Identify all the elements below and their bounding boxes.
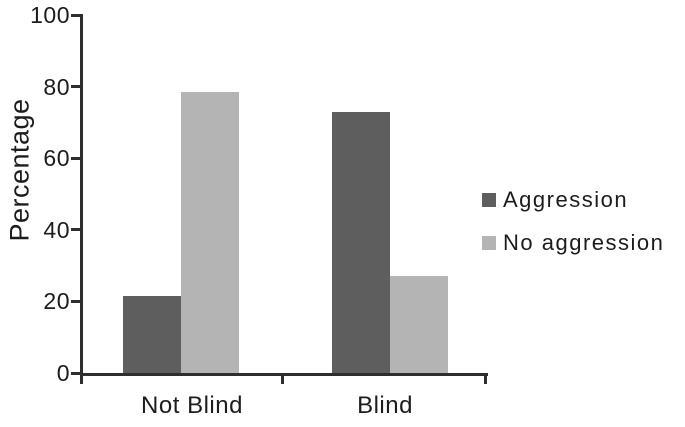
x-axis-category-label: Not Blind	[141, 392, 243, 419]
y-tick	[71, 371, 83, 375]
legend-swatch-aggression	[482, 193, 496, 207]
bar-no-aggression-blind	[390, 275, 448, 373]
y-tick-label: 40	[43, 216, 70, 243]
legend-item-no-aggression: No aggression	[482, 229, 664, 257]
y-tick-label: 20	[43, 288, 70, 315]
y-tick	[71, 299, 83, 303]
y-axis-line	[80, 15, 83, 376]
x-tick	[281, 373, 284, 384]
y-tick	[71, 85, 83, 89]
y-tick-label: 60	[43, 145, 70, 172]
legend-label: Aggression	[503, 187, 629, 212]
legend-label: No aggression	[503, 230, 665, 255]
y-tick	[71, 228, 83, 232]
x-axis-line	[80, 373, 488, 376]
y-tick	[71, 13, 83, 17]
bar-aggression-blind	[332, 112, 390, 373]
y-tick-label: 0	[56, 360, 70, 386]
x-tick	[484, 373, 487, 384]
y-tick-label: 100	[30, 2, 70, 28]
x-tick	[80, 373, 83, 384]
bar-no-aggression-not-blind	[181, 91, 239, 373]
x-axis-category-label: Blind	[357, 392, 413, 419]
bar-aggression-not-blind	[123, 296, 181, 373]
legend-item-aggression: Aggression	[482, 186, 628, 214]
y-tick	[71, 156, 83, 160]
legend-swatch-no-aggression	[482, 236, 496, 250]
y-tick-label: 80	[43, 73, 70, 100]
